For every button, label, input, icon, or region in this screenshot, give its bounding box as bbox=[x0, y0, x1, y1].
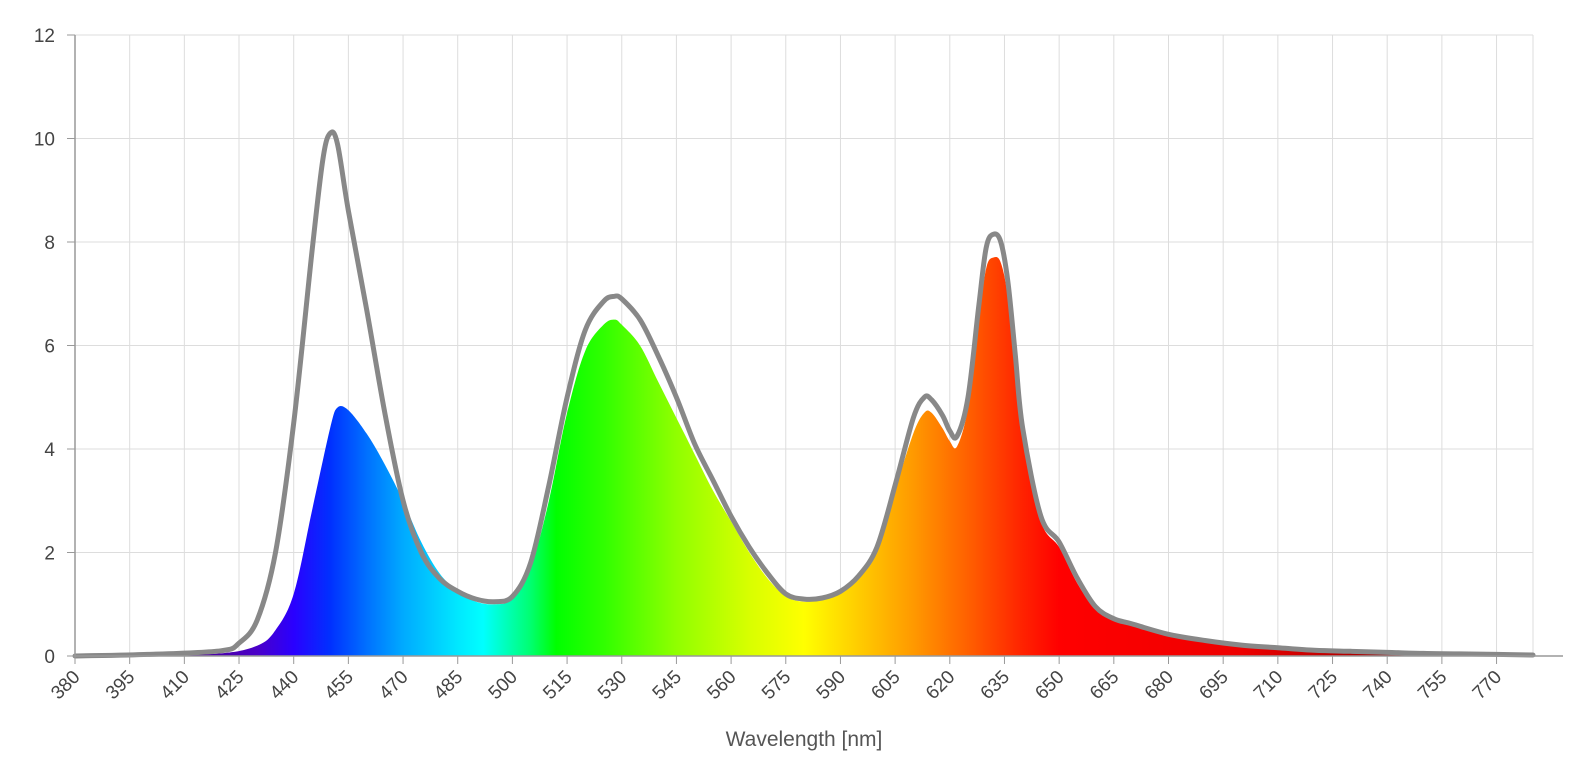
y-tick-label: 0 bbox=[44, 647, 55, 668]
y-tick-label: 10 bbox=[34, 130, 55, 151]
x-tick-label: 470 bbox=[375, 667, 412, 704]
x-tick-label: 440 bbox=[266, 667, 303, 704]
x-tick-label: 425 bbox=[211, 667, 248, 704]
x-tick-label: 545 bbox=[649, 667, 686, 704]
x-tick-label: 620 bbox=[922, 667, 959, 704]
spectrum-area bbox=[75, 256, 1533, 656]
y-tick-label: 4 bbox=[44, 440, 55, 461]
x-tick-label: 740 bbox=[1359, 667, 1396, 704]
envelope-line bbox=[72, 129, 1536, 659]
x-tick-label: 560 bbox=[703, 667, 740, 704]
grid bbox=[74, 34, 1534, 657]
y-tick-label: 8 bbox=[44, 233, 55, 254]
x-tick-label: 680 bbox=[1141, 667, 1178, 704]
x-tick-label: 605 bbox=[867, 667, 904, 704]
axes bbox=[67, 34, 1563, 664]
x-tick-label: 500 bbox=[485, 667, 522, 704]
y-tick-label: 12 bbox=[34, 26, 55, 47]
x-tick-label: 650 bbox=[1031, 667, 1068, 704]
x-tick-label: 755 bbox=[1414, 667, 1451, 704]
x-tick-label: 665 bbox=[1086, 667, 1123, 704]
x-tick-label: 590 bbox=[813, 667, 850, 704]
x-tick-label: 770 bbox=[1469, 667, 1506, 704]
y-tick-label: 6 bbox=[44, 337, 55, 358]
x-tick-label: 575 bbox=[758, 667, 795, 704]
x-tick-label: 410 bbox=[157, 667, 194, 704]
x-tick-label: 395 bbox=[102, 667, 139, 704]
x-tick-label: 695 bbox=[1195, 667, 1232, 704]
envelope-line-layer bbox=[72, 129, 1536, 659]
x-tick-label: 635 bbox=[977, 667, 1014, 704]
x-tick-label: 380 bbox=[47, 667, 84, 704]
y-tick-label: 2 bbox=[44, 544, 55, 565]
x-tick-label: 485 bbox=[430, 667, 467, 704]
spectrum-fill-layer bbox=[75, 256, 1533, 656]
x-tick-label: 515 bbox=[539, 667, 576, 704]
x-tick-label: 530 bbox=[594, 667, 631, 704]
x-tick-label: 710 bbox=[1250, 667, 1287, 704]
x-tick-label: 455 bbox=[321, 667, 358, 704]
x-tick-label: 725 bbox=[1305, 667, 1342, 704]
x-axis-title: Wavelength [nm] bbox=[726, 728, 883, 751]
